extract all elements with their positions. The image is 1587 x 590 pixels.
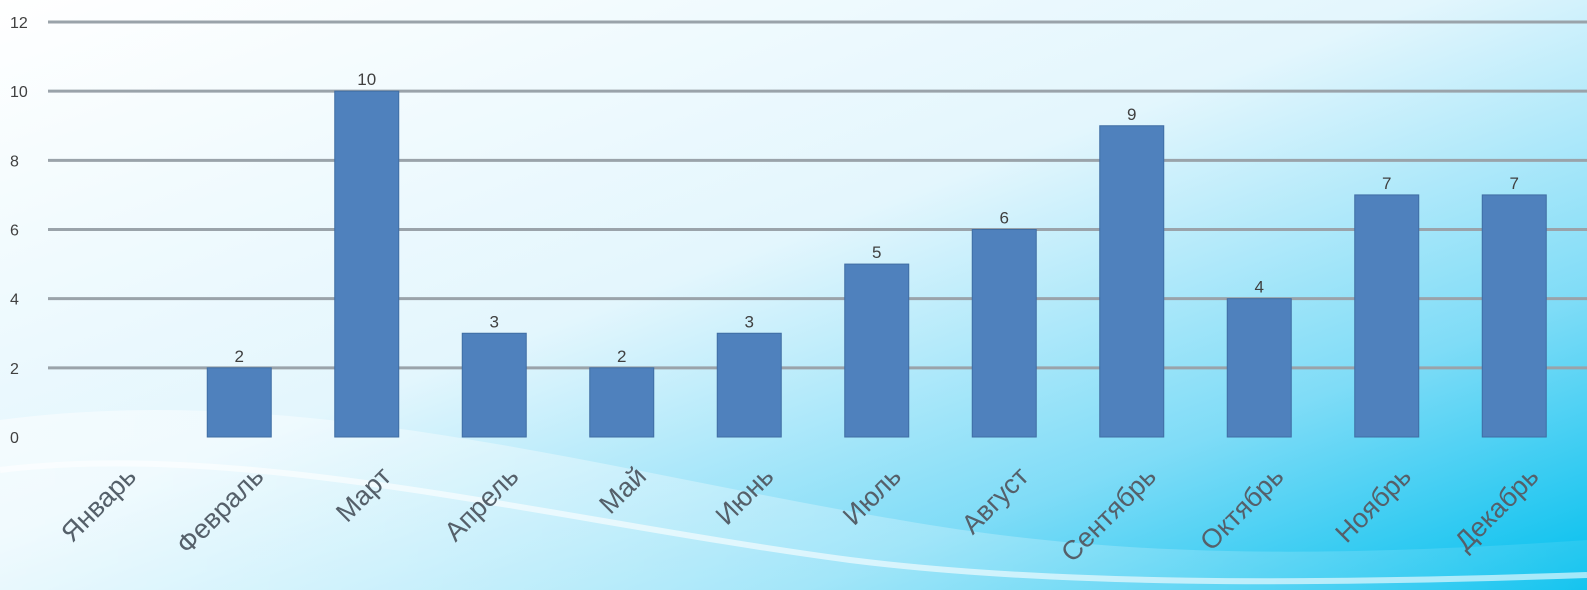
bar-3 (461, 332, 527, 438)
data-label: 3 (745, 312, 754, 331)
bar-2 (334, 90, 400, 438)
y-tick-label: 10 (10, 84, 28, 101)
y-tick-label: 12 (10, 15, 28, 32)
bars (206, 90, 1547, 438)
y-axis-tick-labels: 0 2 4 6 8 10 12 (10, 15, 28, 447)
y-tick-label: 6 (10, 223, 19, 240)
y-tick-label: 2 (10, 361, 19, 378)
bar-11 (1481, 194, 1547, 438)
data-label: 4 (1255, 278, 1264, 297)
y-tick-label: 0 (10, 430, 19, 447)
gridlines (48, 20, 1587, 370)
bar-9 (1226, 298, 1292, 438)
bar-8 (1099, 125, 1165, 438)
bar-7 (971, 229, 1037, 438)
y-tick-label: 8 (10, 153, 19, 170)
data-label: 2 (235, 347, 244, 366)
background-wave-2 (0, 460, 1587, 585)
bar-6 (844, 263, 910, 438)
bar-5 (716, 332, 782, 438)
data-label: 9 (1127, 105, 1136, 124)
data-label: 2 (617, 347, 626, 366)
bar-10 (1354, 194, 1420, 438)
data-labels: 2 10 3 2 3 5 6 9 4 7 7 (235, 70, 1519, 366)
background-wave (0, 410, 1587, 590)
y-tick-label: 4 (10, 292, 19, 309)
data-label: 3 (490, 312, 499, 331)
data-label: 5 (872, 243, 881, 262)
bar-1 (206, 367, 272, 438)
bar-4 (589, 367, 655, 438)
data-label: 7 (1382, 174, 1391, 193)
data-label: 7 (1510, 174, 1519, 193)
data-label: 6 (1000, 209, 1009, 228)
data-label: 10 (357, 70, 376, 89)
